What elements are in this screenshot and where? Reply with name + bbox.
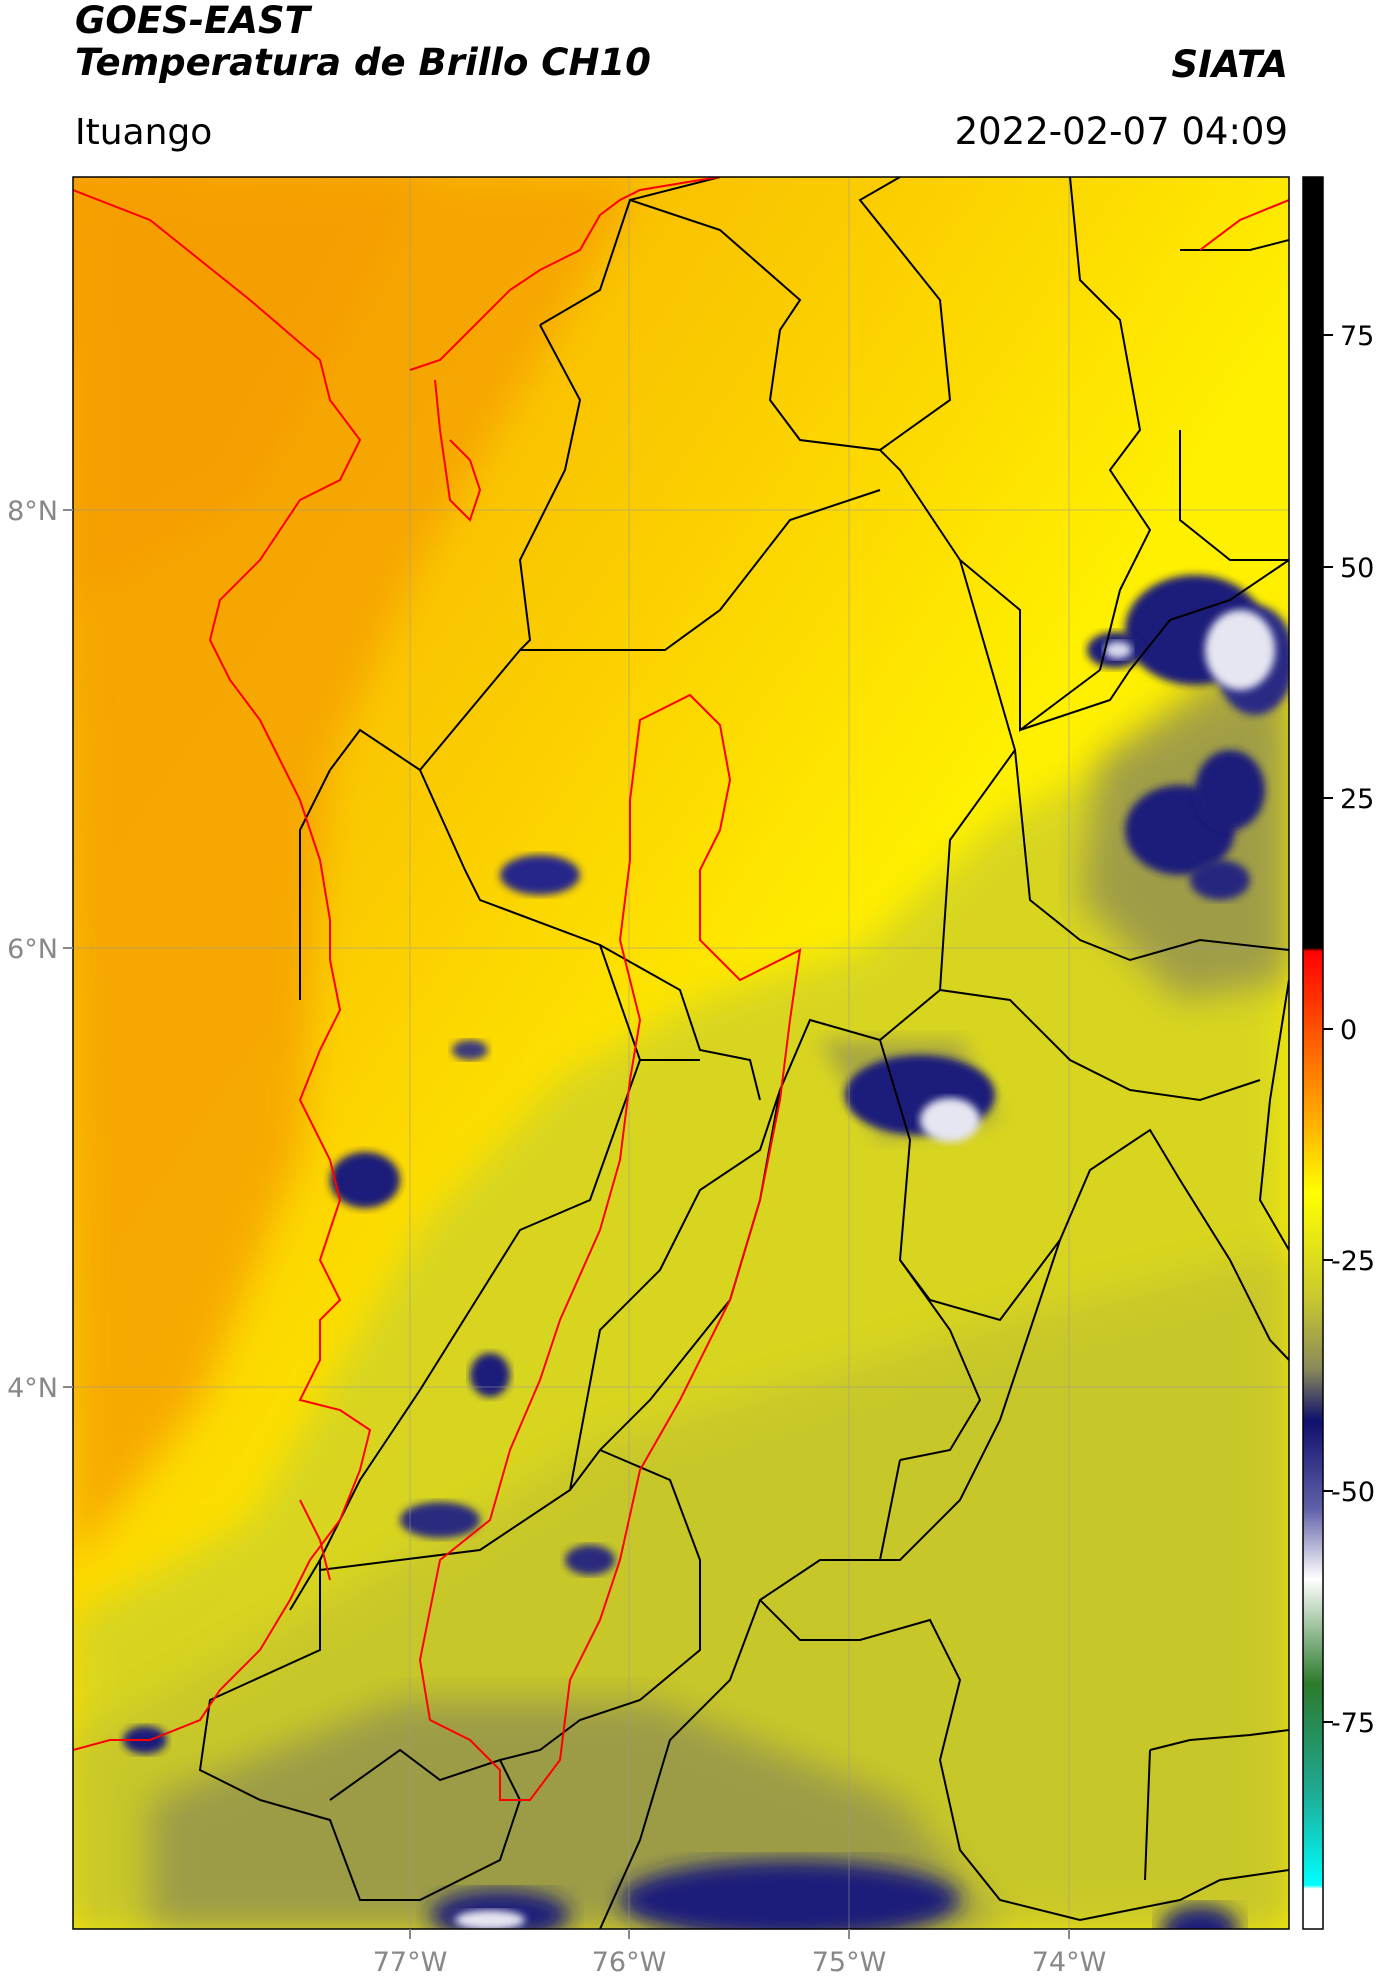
colorbar-label-minus25: -25 — [1331, 1246, 1375, 1277]
colorbar-label-0: 0 — [1340, 1015, 1357, 1046]
colorbar-label-minus50: -50 — [1331, 1477, 1375, 1508]
colorbar-label-50: 50 — [1340, 553, 1374, 584]
lat-label-4n: 4°N — [7, 1373, 58, 1404]
title-block: GOES-EAST Temperatura de Brillo CH10 — [75, 0, 651, 84]
colorbar-label-75: 75 — [1340, 321, 1374, 352]
colorbar — [1302, 176, 1324, 1930]
map-frame — [72, 176, 1290, 1930]
graticule — [73, 177, 1289, 1929]
lat-label-8n: 8°N — [7, 496, 58, 527]
colorbar-label-minus75: -75 — [1331, 1708, 1375, 1739]
colorbar-ticks — [1323, 334, 1333, 1723]
region-label: Ituango — [75, 112, 213, 153]
lon-label-77w: 77°W — [373, 1947, 448, 1978]
lon-label-75w: 75°W — [812, 1947, 887, 1978]
colorbar-label-25: 25 — [1340, 784, 1374, 815]
coastline-and-basin — [73, 177, 1289, 1801]
datetime-label: 2022-02-07 04:09 — [954, 110, 1288, 153]
map-field — [73, 177, 1289, 1929]
lat-label-6n: 6°N — [7, 934, 58, 965]
lon-label-74w: 74°W — [1032, 1947, 1107, 1978]
product-title: Temperatura de Brillo CH10 — [75, 41, 651, 84]
lon-label-76w: 76°W — [592, 1947, 667, 1978]
satellite-title: GOES-EAST — [75, 0, 310, 42]
agency-label: SIATA — [1171, 43, 1288, 86]
tick-marks — [63, 509, 1070, 1939]
admin-borders — [198, 177, 1289, 1929]
